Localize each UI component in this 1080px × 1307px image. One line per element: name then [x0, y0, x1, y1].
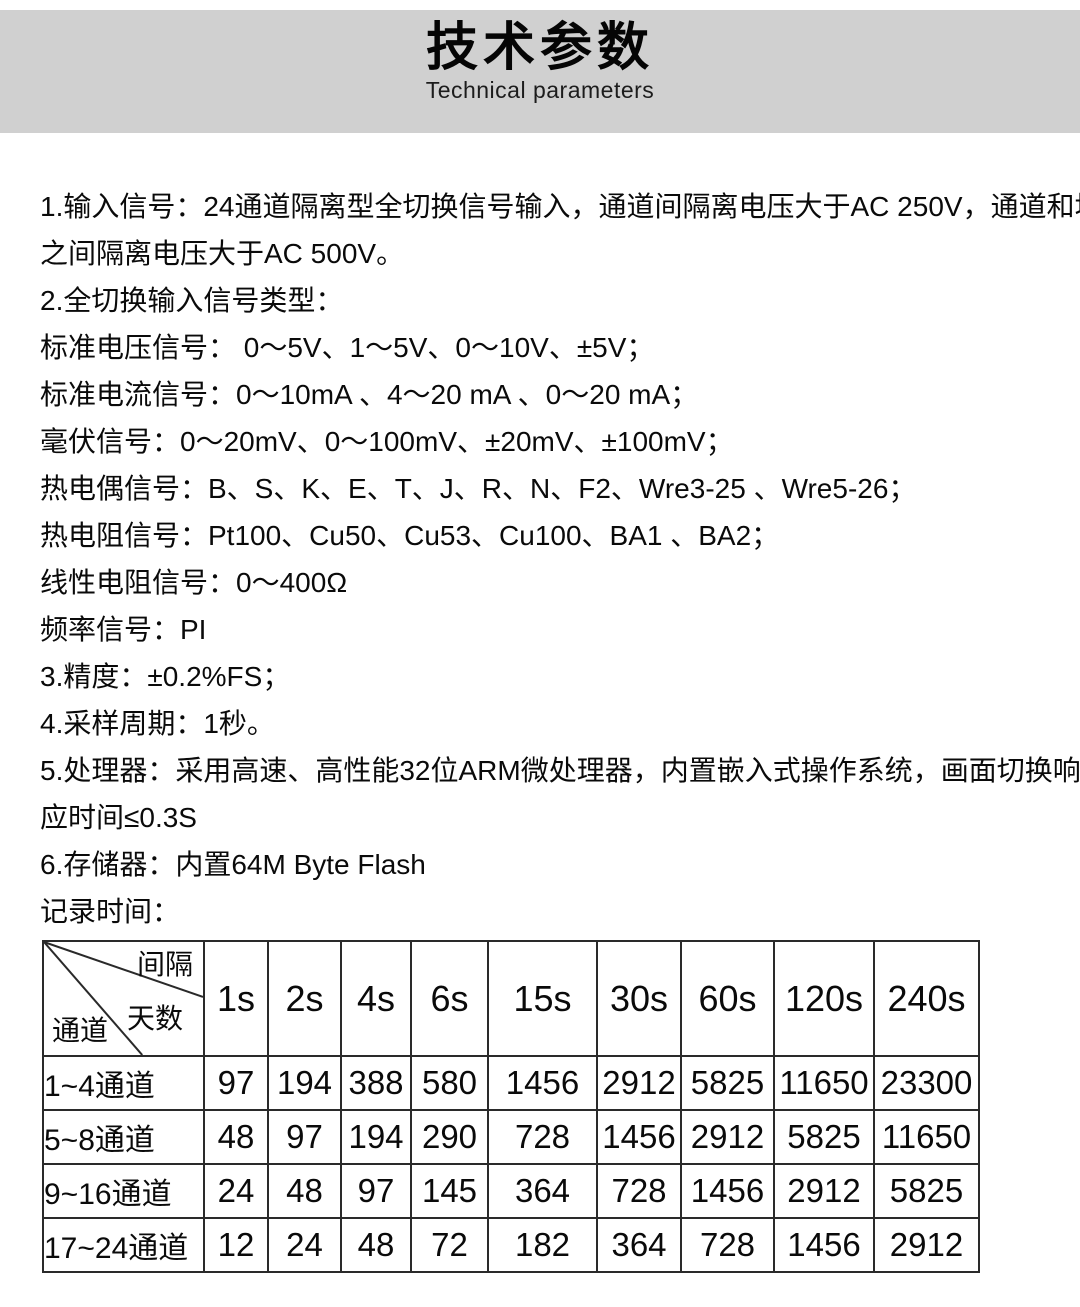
table-cell: 24	[267, 1217, 342, 1273]
table-cell: 194	[340, 1109, 412, 1165]
corner-label-days: 天数	[126, 1003, 183, 1034]
spec-line-2: 之间隔离电压大于AC 500V。	[40, 238, 405, 269]
table-cell: 1456	[487, 1055, 598, 1111]
spec-line-5: 标准电流信号：0～10mA 、4～20 mA 、0～20 mA；	[40, 379, 699, 410]
spec-line-16: 记录时间：	[40, 896, 181, 927]
channel-label: 9~16通道	[42, 1163, 205, 1219]
interval-header-15s: 15s	[487, 940, 598, 1057]
table-cell: 1456	[596, 1109, 682, 1165]
page-header: 技术参数 Technical parameters	[0, 10, 1080, 133]
interval-header-30s: 30s	[596, 940, 682, 1057]
table-cell: 72	[410, 1217, 489, 1273]
table-cell: 1456	[680, 1163, 775, 1219]
table-cell: 48	[203, 1109, 269, 1165]
interval-header-4s: 4s	[340, 940, 412, 1057]
corner-label-channel: 通道	[52, 1015, 109, 1046]
record-time-table: 间隔 天数 通道 1s 2s 4s 6s 15s 30s 60s 120s 24…	[42, 940, 980, 1273]
page-title: 技术参数	[425, 19, 654, 77]
corner-label-interval: 间隔	[136, 949, 193, 980]
interval-header-1s: 1s	[203, 940, 269, 1057]
spec-line-13: 5.处理器：采用高速、高性能32位ARM微处理器，内置嵌入式操作系统，画面切换响	[40, 755, 1080, 786]
table-cell: 97	[203, 1055, 269, 1111]
spec-line-3: 2.全切换输入信号类型：	[40, 285, 344, 316]
interval-header-240s: 240s	[873, 940, 980, 1057]
table-cell: 194	[267, 1055, 342, 1111]
spec-line-9: 线性电阻信号：0～400Ω	[40, 567, 348, 598]
table-cell: 290	[410, 1109, 489, 1165]
table-cell: 580	[410, 1055, 489, 1111]
table-cell: 24	[203, 1163, 269, 1219]
table-cell: 1456	[773, 1217, 875, 1273]
table-cell: 5825	[680, 1055, 775, 1111]
table-row: 9~16通道 24 48 97 145 364 728 1456 2912 58…	[42, 1163, 980, 1219]
table-cell: 97	[340, 1163, 412, 1219]
table-row: 1~4通道 97 194 388 580 1456 2912 5825 1165…	[42, 1055, 980, 1111]
spec-line-8: 热电阻信号：Pt100、Cu50、Cu53、Cu100、BA1 、BA2；	[40, 520, 780, 551]
diagonal-header-cell: 间隔 天数 通道	[42, 940, 205, 1057]
spec-line-10: 频率信号：PI	[40, 614, 207, 645]
page-subtitle: Technical parameters	[425, 77, 655, 103]
table-cell: 5825	[873, 1163, 980, 1219]
table-cell: 2912	[596, 1055, 682, 1111]
interval-header-6s: 6s	[410, 940, 489, 1057]
channel-label: 5~8通道	[42, 1109, 205, 1165]
table-cell: 23300	[873, 1055, 980, 1111]
table-cell: 97	[267, 1109, 342, 1165]
spec-line-6: 毫伏信号：0～20mV、0～100mV、±20mV、±100mV；	[40, 426, 734, 457]
table-cell: 2912	[773, 1163, 875, 1219]
spec-line-14: 应时间≤0.3S	[40, 802, 197, 833]
interval-header-2s: 2s	[267, 940, 342, 1057]
diagonal-divider-lines	[45, 943, 202, 1054]
table-cell: 2912	[680, 1109, 775, 1165]
table-cell: 364	[596, 1217, 682, 1273]
spec-line-7: 热电偶信号：B、S、K、E、T、J、R、N、F2、Wre3-25 、Wre5-2…	[40, 473, 917, 504]
table-cell: 182	[487, 1217, 598, 1273]
table-cell: 48	[340, 1217, 412, 1273]
spec-line-15: 6.存储器：内置64M Byte Flash	[40, 849, 426, 880]
table-cell: 728	[487, 1109, 598, 1165]
table-cell: 145	[410, 1163, 489, 1219]
table-row: 17~24通道 12 24 48 72 182 364 728 1456 291…	[42, 1217, 980, 1273]
table-row: 5~8通道 48 97 194 290 728 1456 2912 5825 1…	[42, 1109, 980, 1165]
table-cell: 728	[596, 1163, 682, 1219]
interval-header-60s: 60s	[680, 940, 775, 1057]
table-cell: 364	[487, 1163, 598, 1219]
channel-label: 1~4通道	[42, 1055, 205, 1111]
channel-label: 17~24通道	[42, 1217, 205, 1273]
table-header-row: 间隔 天数 通道 1s 2s 4s 6s 15s 30s 60s 120s 24…	[42, 940, 980, 1057]
spec-line-11: 3.精度：±0.2%FS；	[40, 661, 291, 692]
table-cell: 12	[203, 1217, 269, 1273]
table-cell: 48	[267, 1163, 342, 1219]
table-cell: 728	[680, 1217, 775, 1273]
spec-line-1: 1.输入信号：24通道隔离型全切换信号输入，通道间隔离电压大于AC 250V，通…	[40, 191, 1080, 222]
spec-list: 1.输入信号：24通道隔离型全切换信号输入，通道间隔离电压大于AC 250V，通…	[0, 133, 1080, 935]
interval-header-120s: 120s	[773, 940, 875, 1057]
table-cell: 388	[340, 1055, 412, 1111]
spec-line-12: 4.采样周期：1秒。	[40, 708, 275, 739]
table-cell: 11650	[873, 1109, 980, 1165]
table-cell: 5825	[773, 1109, 875, 1165]
table-cell: 11650	[773, 1055, 875, 1111]
table-cell: 2912	[873, 1217, 980, 1273]
spec-line-4: 标准电压信号： 0～5V、1～5V、0～10V、±5V；	[40, 332, 655, 363]
